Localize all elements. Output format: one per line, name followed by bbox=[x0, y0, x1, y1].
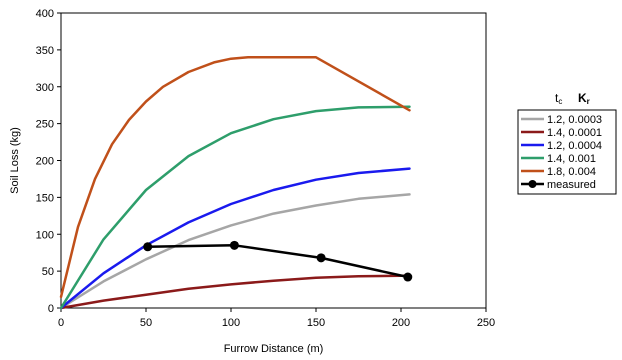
x-tick-label: 50 bbox=[140, 317, 152, 329]
x-axis-title: Furrow Distance (m) bbox=[224, 343, 324, 355]
legend-label: 1.4, 0.0001 bbox=[547, 127, 602, 139]
y-tick-label: 100 bbox=[36, 229, 54, 241]
x-tick-label: 0 bbox=[58, 317, 64, 329]
y-tick-label: 250 bbox=[36, 119, 54, 131]
y-tick-label: 300 bbox=[36, 82, 54, 94]
legend-label: measured bbox=[547, 179, 596, 191]
data-point bbox=[229, 240, 239, 250]
legend-header-kr: Kr bbox=[578, 91, 590, 106]
legend-label: 1.4, 0.001 bbox=[547, 153, 596, 165]
series-line bbox=[146, 244, 410, 279]
y-axis-title: Soil Loss (kg) bbox=[9, 127, 21, 194]
y-tick-label: 350 bbox=[36, 45, 54, 57]
plot-area bbox=[60, 12, 487, 309]
series-line bbox=[59, 56, 411, 299]
legend-header-tc: tc bbox=[555, 91, 562, 106]
y-tick-label: 400 bbox=[36, 8, 54, 20]
legend-header-kr-sub: r bbox=[587, 97, 590, 106]
legend-marker bbox=[528, 180, 537, 188]
series-line bbox=[59, 193, 411, 310]
y-tick-label: 150 bbox=[36, 192, 54, 204]
legend-label: 1.8, 0.004 bbox=[547, 166, 596, 178]
y-tick-label: 200 bbox=[36, 156, 54, 168]
x-tick-label: 250 bbox=[477, 317, 495, 329]
x-tick-label: 100 bbox=[222, 317, 240, 329]
legend-label: 1.2, 0.0003 bbox=[547, 114, 602, 126]
legend-label: 1.2, 0.0004 bbox=[547, 140, 602, 152]
series-line bbox=[59, 105, 411, 310]
legend-header-tc-sub: c bbox=[558, 97, 562, 106]
series-line bbox=[59, 274, 411, 310]
data-point bbox=[403, 272, 413, 282]
x-tick-label: 150 bbox=[307, 317, 325, 329]
legend-box bbox=[517, 109, 617, 195]
data-point bbox=[143, 242, 153, 252]
x-tick-label: 200 bbox=[392, 317, 410, 329]
series-line bbox=[59, 167, 411, 310]
data-point bbox=[316, 253, 326, 263]
y-tick-label: 50 bbox=[42, 266, 54, 278]
y-tick-label: 0 bbox=[48, 303, 54, 315]
